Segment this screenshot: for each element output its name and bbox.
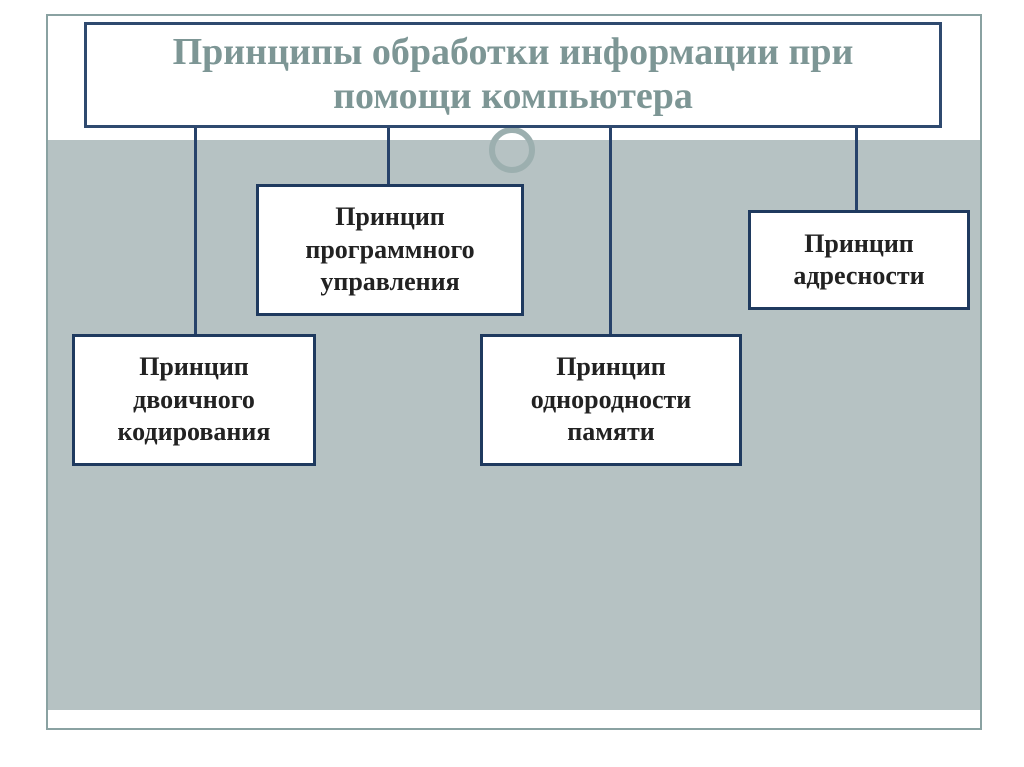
principle-binary-coding: Принцип двоичного кодирования xyxy=(72,334,316,466)
principle-addressability: Принцип адресности xyxy=(748,210,970,310)
principle-memory-uniformity: Принцип однородности памяти xyxy=(480,334,742,466)
decorative-circle-icon xyxy=(489,127,535,173)
connector-program-control xyxy=(387,128,390,184)
connector-memory-uniformity xyxy=(609,128,612,334)
connector-binary-coding xyxy=(194,128,197,334)
principle-program-control: Принцип программного управления xyxy=(256,184,524,316)
connector-addressability xyxy=(855,128,858,210)
diagram-title: Принципы обработки информации при помощи… xyxy=(84,22,942,128)
